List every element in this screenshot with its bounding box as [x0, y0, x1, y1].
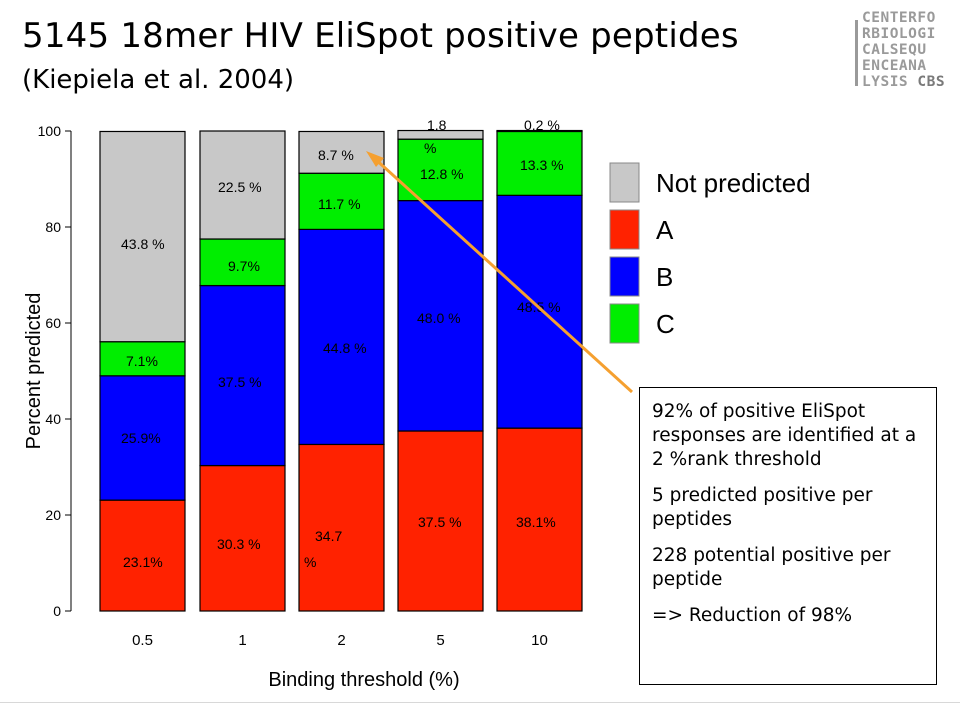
logo-row: RBIOLOGI [862, 26, 936, 42]
legend-swatch [609, 162, 640, 203]
legend-swatch [609, 256, 640, 297]
data-label: 34.7 [315, 528, 342, 544]
bar-segment-not-predicted [397, 129, 484, 140]
data-label: 12.8 % [420, 166, 464, 182]
legend-swatch [609, 209, 640, 250]
bar-segment-not-predicted [99, 130, 186, 343]
logo-row: ENCEANA [862, 58, 927, 74]
y-tick-label: 100 [38, 123, 62, 139]
bar-segment-not-predicted [496, 129, 583, 133]
data-label: 38.1% [516, 514, 556, 530]
data-label: 13.3 % [520, 157, 564, 173]
logo-row-prefix: LYSIS [862, 74, 909, 90]
bar-segment-a [298, 443, 385, 612]
legend-label: Not predicted [656, 168, 811, 198]
bar-segment-a [199, 464, 286, 612]
slide-divider [0, 702, 960, 703]
note-reduction: => Reduction of 98% [652, 605, 853, 626]
data-label: 48.0 % [417, 310, 461, 326]
data-label: 7.1% [126, 353, 158, 369]
x-axis-label: Binding threshold (%) [268, 669, 459, 691]
bar-segment-c [99, 341, 186, 377]
data-label: 30.3 % [217, 536, 261, 552]
legend-label: A [656, 215, 674, 245]
data-label: 23.1% [123, 554, 163, 570]
y-tick-label: 40 [45, 411, 61, 427]
bar-segment-b [199, 284, 286, 467]
legend-label: C [656, 309, 675, 339]
bar-segment-a [496, 427, 583, 612]
data-label: 8.7 % [318, 147, 354, 163]
bar-segment-b [298, 228, 385, 446]
x-tick-label: 5 [436, 632, 444, 649]
y-tick-label: 0 [53, 603, 61, 619]
note-potential-positive: 228 potential positive per peptide [652, 545, 891, 590]
arrow-line [371, 155, 634, 394]
cbs-logo: CENTERFO RBIOLOGI CALSEQU ENCEANA LYSIS … [855, 10, 958, 90]
note-threshold: 92% of positive EliSpot responses are id… [652, 401, 917, 470]
y-tick-label: 20 [45, 507, 61, 523]
bar-segment-b [99, 375, 186, 501]
logo-cbs: CBS [917, 74, 946, 90]
data-label: 22.5 % [218, 179, 262, 195]
slide-subtitle: (Kiepiela et al. 2004) [22, 65, 295, 95]
bar-segment-not-predicted [199, 130, 286, 240]
y-tick-label: 80 [45, 219, 61, 235]
logo-bar [855, 20, 858, 86]
bar-segment-a [99, 499, 186, 612]
y-axis-label: Percent predicted [23, 293, 45, 450]
data-label: 37.5 % [418, 514, 462, 530]
x-tick-label: 0.5 [132, 632, 153, 649]
data-label: % [304, 554, 316, 570]
data-label: 44.8 % [323, 340, 367, 356]
note-predicted-positive: 5 predicted positive per peptides [652, 485, 873, 530]
logo-row: CENTERFO [862, 10, 936, 26]
legend-label: B [656, 262, 673, 292]
y-tick-label: 60 [45, 315, 61, 331]
data-label: 25.9% [121, 430, 161, 446]
x-tick-label: 10 [531, 632, 548, 649]
data-label: 0.2 % [524, 117, 560, 133]
data-label: 43.8 % [121, 236, 165, 252]
bar-segment-c [298, 172, 385, 231]
arrow-head [366, 151, 384, 167]
notes-box: 92% of positive EliSpot responses are id… [639, 387, 937, 685]
slide-title: 5145 18mer HIV EliSpot positive peptides [22, 16, 739, 56]
legend-swatch [609, 303, 640, 344]
data-label: 1.8 [427, 117, 447, 133]
bar-segment-not-predicted [298, 130, 385, 174]
bar-segment-c [199, 238, 286, 287]
data-label: 11.7 % [318, 196, 361, 212]
bar-segment-b [397, 200, 484, 432]
logo-row: CALSEQU [862, 42, 927, 58]
data-label: 37.5 % [218, 374, 262, 390]
data-label: % [424, 140, 436, 156]
x-tick-label: 1 [238, 632, 246, 649]
x-tick-label: 2 [337, 632, 345, 649]
bar-segment-b [496, 194, 583, 429]
logo-row-last: LYSIS CBS [862, 74, 958, 90]
bar-segment-c [496, 130, 583, 196]
data-label: 9.7% [228, 258, 260, 274]
